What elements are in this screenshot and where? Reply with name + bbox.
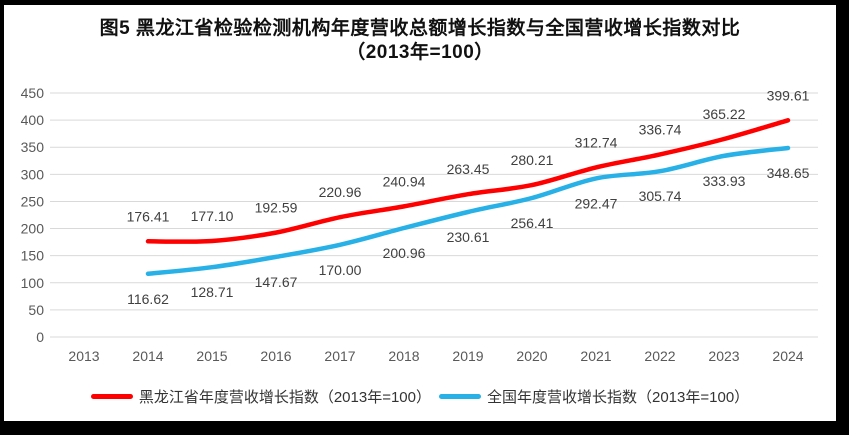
x-axis-tick-label: 2024 [772, 348, 803, 364]
y-axis-tick-label: 350 [21, 139, 45, 155]
x-axis-tick-label: 2018 [388, 348, 419, 364]
series-line-1 [145, 145, 791, 277]
data-label: 292.47 [575, 195, 618, 211]
data-label: 230.61 [447, 229, 490, 245]
line-chart-plot: 0 50 100 150 200 250 300 350 400 450 2013 2014 2015 2… [21, 85, 818, 364]
x-axis-tick-label: 2017 [324, 348, 355, 364]
x-axis-tick-label: 2013 [68, 348, 99, 364]
y-axis-tick-label: 0 [36, 329, 44, 345]
data-label: 176.41 [127, 208, 170, 224]
x-axis-tick-label: 2014 [132, 348, 163, 364]
x-axis-tick-label: 2021 [580, 348, 611, 364]
data-label: 348.65 [767, 165, 810, 181]
data-label: 240.94 [383, 173, 426, 189]
data-label: 116.62 [127, 291, 169, 307]
y-axis-tick-label: 100 [21, 275, 45, 291]
y-axis-tick-label: 300 [21, 166, 45, 182]
data-label: 399.61 [767, 87, 810, 103]
chart-title: 图5 黑龙江省检验检测机构年度营收总额增长指数与全国营收增长指数对比 （2013… [4, 17, 836, 65]
x-axis-tick-label: 2015 [196, 348, 227, 364]
data-label: 263.45 [447, 161, 490, 177]
data-label: 305.74 [639, 188, 682, 204]
x-axis-tick-label: 2016 [260, 348, 291, 364]
data-label: 220.96 [319, 184, 362, 200]
chart-title-line2: （2013年=100） [346, 42, 494, 63]
legend-item-national: 全国年度营收增长指数（2013年=100） [439, 386, 749, 407]
x-axis-tick-label: 2019 [452, 348, 483, 364]
y-axis-tick-label: 250 [21, 193, 45, 209]
legend-swatch-blue-line-icon [439, 394, 481, 399]
legend-item-heilongjiang: 黑龙江省年度营收增长指数（2013年=100） [90, 386, 431, 407]
data-label: 192.59 [255, 200, 298, 216]
chart-canvas: 图5 黑龙江省检验检测机构年度营收总额增长指数与全国营收增长指数对比 （2013… [4, 5, 836, 421]
y-axis-tick-label: 50 [28, 302, 44, 318]
series-line-0 [145, 118, 791, 244]
data-label: 147.67 [255, 274, 298, 290]
legend-label-national: 全国年度营收增长指数（2013年=100） [487, 389, 750, 406]
chart-title-line1: 图5 黑龙江省检验检测机构年度营收总额增长指数与全国营收增长指数对比 [99, 18, 741, 39]
y-axis-tick-label: 200 [21, 221, 45, 237]
data-label: 177.10 [191, 208, 234, 224]
y-axis-tick-label: 150 [21, 248, 45, 264]
data-label: 170.00 [319, 262, 362, 278]
data-label: 280.21 [511, 152, 554, 168]
legend-label-heilongjiang: 黑龙江省年度营收增长指数（2013年=100） [138, 389, 431, 406]
x-axis-tick-label: 2023 [708, 348, 739, 364]
legend-swatch-red-line-icon [90, 394, 133, 399]
data-label: 200.96 [383, 245, 426, 261]
data-label: 333.93 [703, 173, 746, 189]
data-label: 336.74 [639, 121, 682, 137]
data-label: 128.71 [191, 284, 234, 300]
data-label: 312.74 [575, 134, 618, 150]
y-axis-tick-label: 450 [21, 85, 45, 101]
data-label: 365.22 [703, 106, 746, 122]
x-axis-tick-label: 2020 [516, 348, 547, 364]
chart-legend: 黑龙江省年度营收增长指数（2013年=100） 全国年度营收增长指数（2013年… [4, 386, 836, 407]
y-axis-tick-label: 400 [21, 112, 45, 128]
data-label: 256.41 [511, 215, 554, 231]
x-axis-tick-label: 2022 [644, 348, 675, 364]
